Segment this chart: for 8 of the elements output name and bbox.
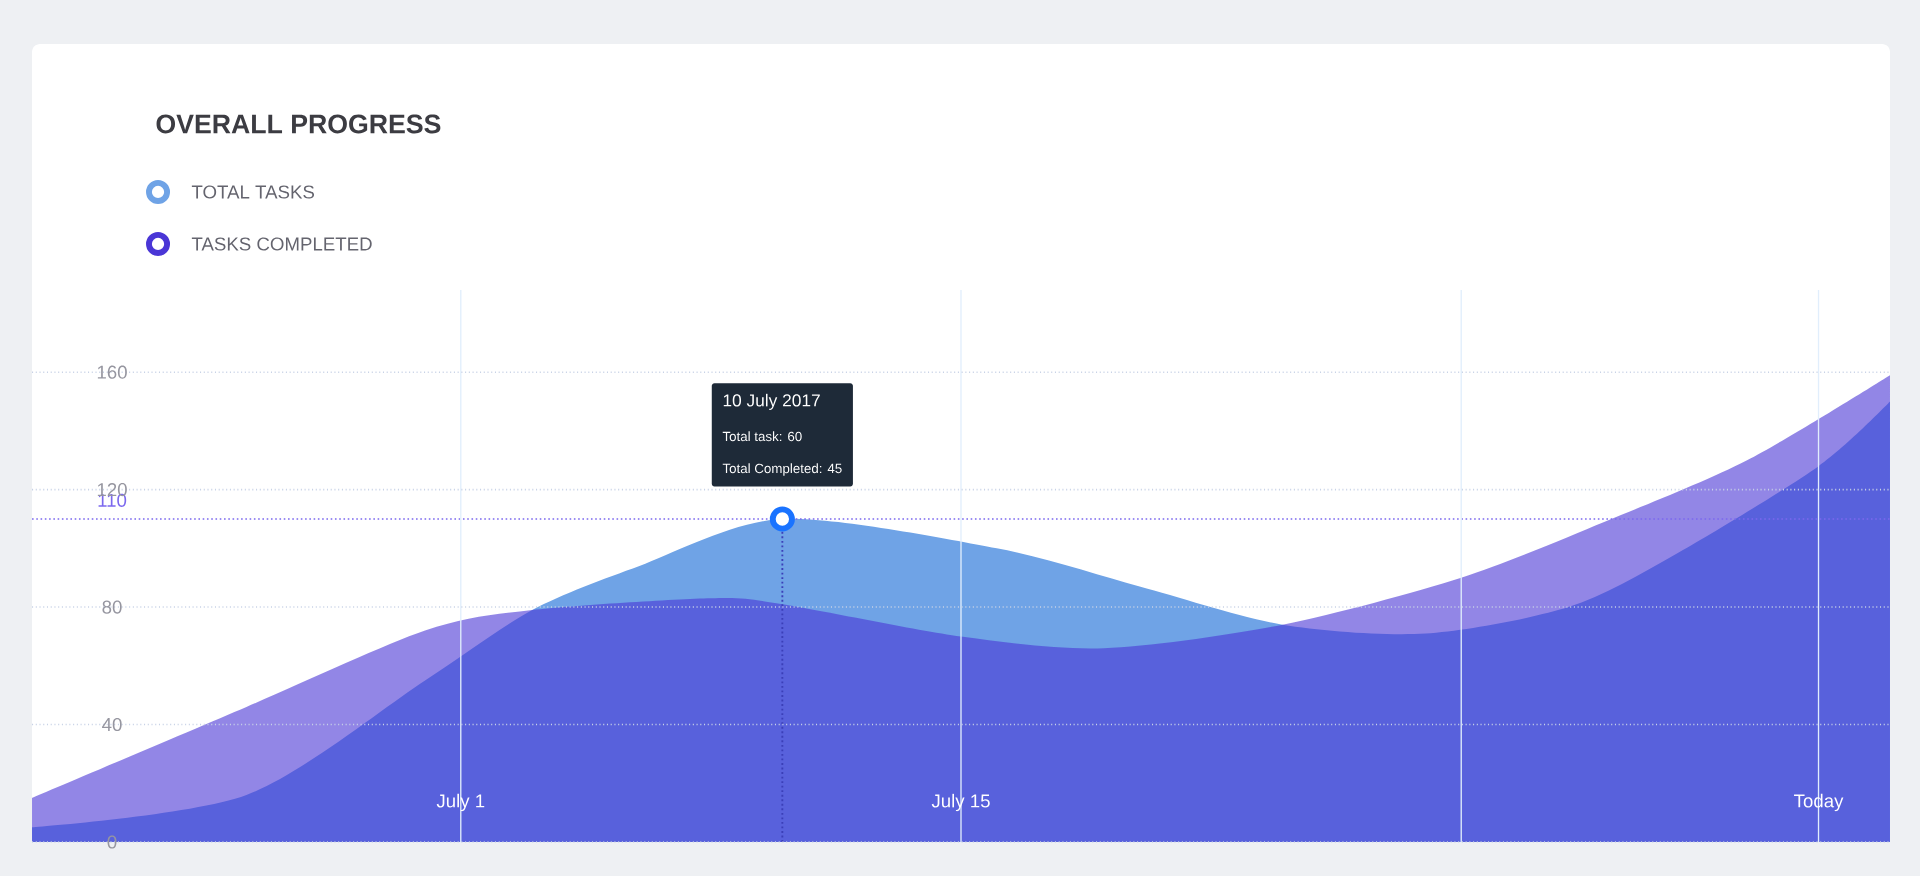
y-tick-label: 40 [102,717,122,732]
y-tick-label: 80 [102,600,122,614]
y-tick-label: 120 [97,483,127,497]
chart-title: OVERALL PROGRESS [156,114,441,134]
annotation: 10 July 2017 [723,393,820,410]
legend-label: TASKS COMPLETED [191,237,372,251]
legend-label: TOTAL TASKS [191,185,315,199]
y-tick-label: 160 [97,365,127,379]
